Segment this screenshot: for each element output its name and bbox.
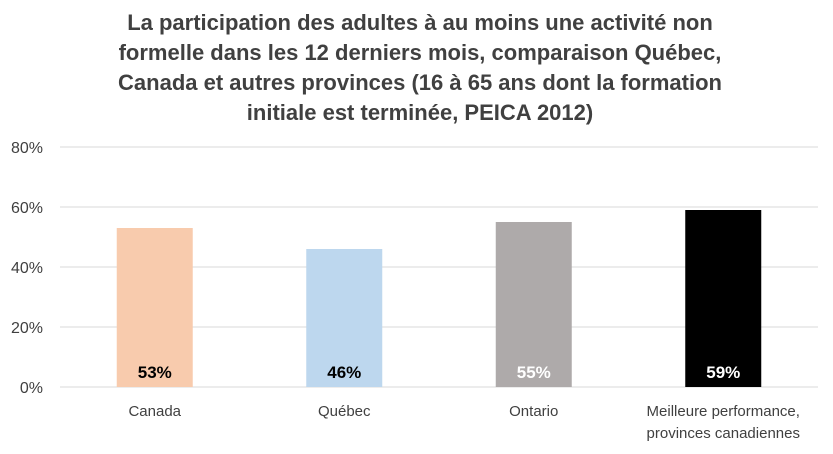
data-label: 59% (706, 363, 740, 382)
y-tick-label: 0% (20, 380, 43, 397)
bar (306, 249, 383, 387)
x-category-label: provinces canadiennes (647, 425, 800, 442)
chart-title-line: La participation des adultes à au moins … (127, 10, 713, 35)
chart-title: La participation des adultes à au moins … (118, 10, 722, 125)
data-label: 55% (517, 363, 551, 382)
y-tick-label: 60% (11, 200, 43, 217)
data-label: 53% (138, 363, 172, 382)
bars (116, 210, 762, 387)
data-label: 46% (327, 363, 361, 382)
bar (495, 222, 572, 387)
y-tick-label: 80% (11, 140, 43, 157)
chart-title-line: formelle dans les 12 derniers mois, comp… (119, 40, 722, 65)
bar (685, 210, 762, 387)
bar (116, 228, 193, 387)
chart-title-line: Canada et autres provinces (16 à 65 ans … (118, 70, 722, 95)
y-tick-label: 40% (11, 260, 43, 277)
chart-title-line: initiale est terminée, PEICA 2012) (247, 100, 593, 125)
x-axis-categories: Canada Québec Ontario Meilleure performance… (128, 403, 799, 442)
y-tick-label: 20% (11, 320, 43, 337)
y-axis-ticks: 0% 20% 40% 60% 80% (11, 140, 43, 397)
x-category-label: Québec (318, 403, 371, 420)
data-labels: 53% 46% 55% 59% (138, 363, 741, 382)
x-category-label: Meilleure performance, (647, 403, 800, 420)
x-category-label: Canada (128, 403, 181, 420)
x-category-label: Ontario (509, 403, 558, 420)
